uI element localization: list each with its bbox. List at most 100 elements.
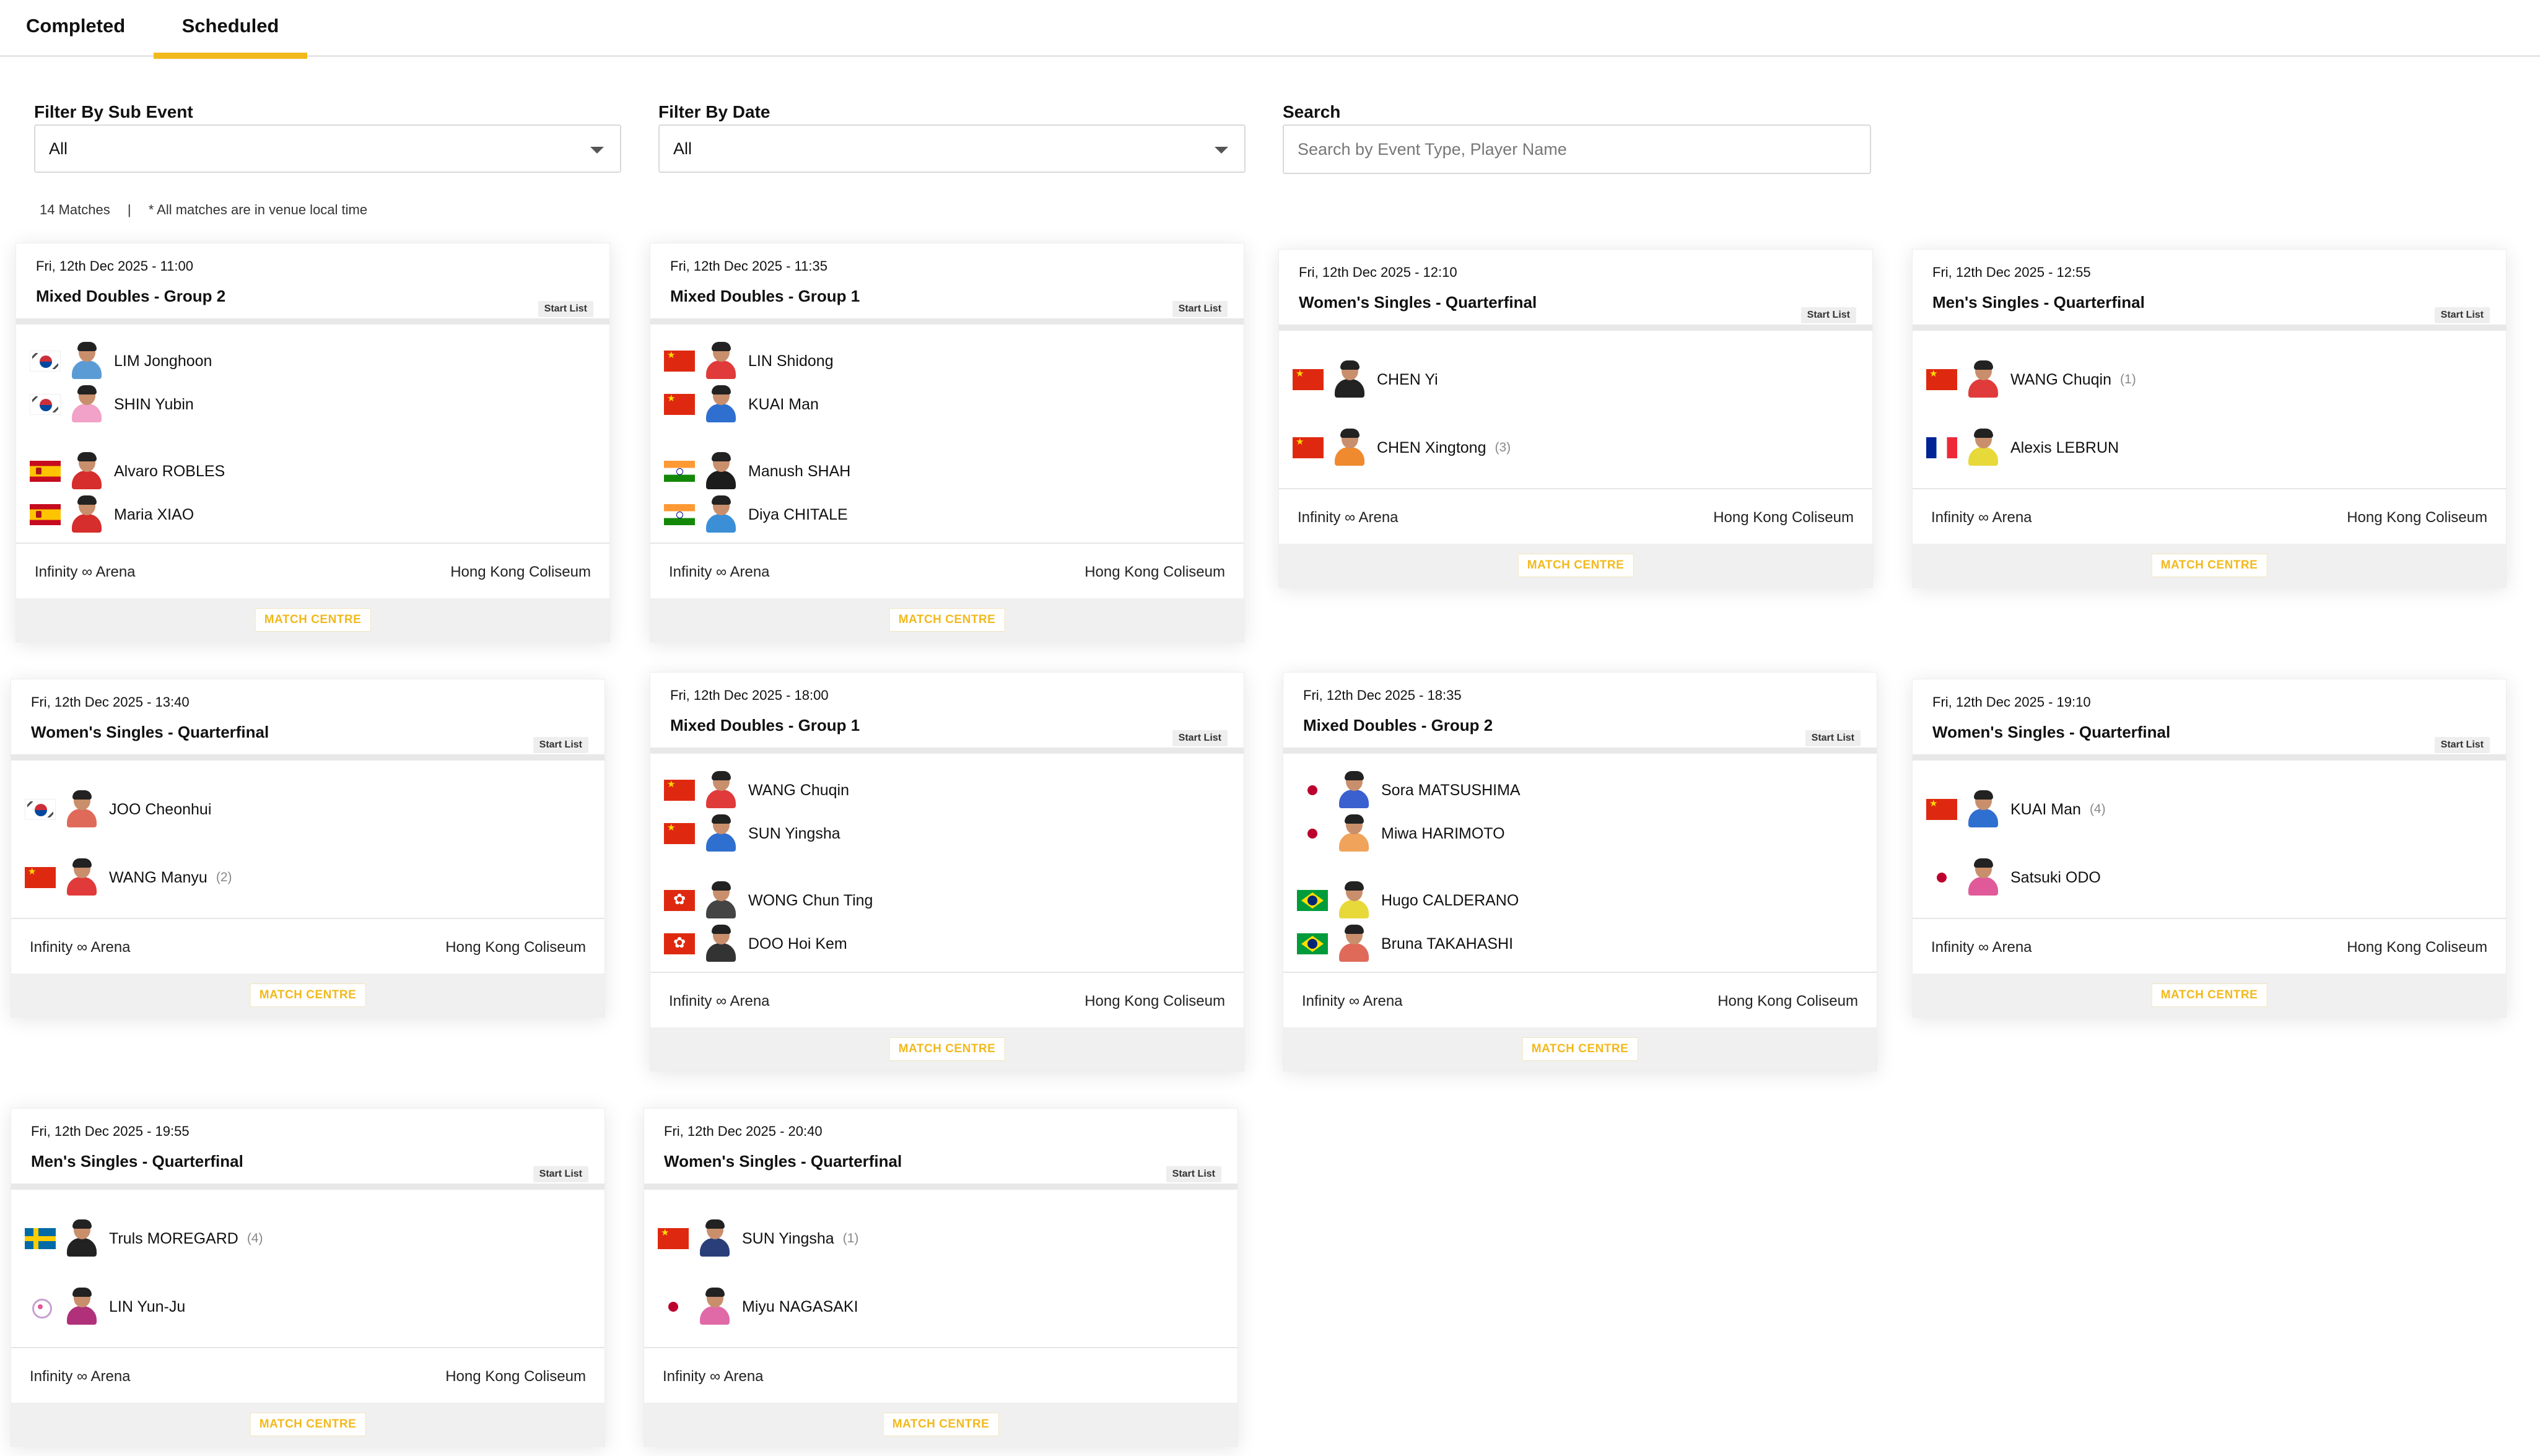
venue-arena: Infinity ∞ Arena <box>1931 509 2032 526</box>
player-row[interactable]: KUAI Man (4) <box>1913 775 2506 844</box>
match-card: Fri, 12th Dec 2025 - 20:40 Women's Singl… <box>644 1108 1238 1447</box>
flag-hk-icon <box>664 890 695 911</box>
match-centre-button[interactable]: MATCH CENTRE <box>883 1413 999 1436</box>
filter-date-select[interactable]: All <box>658 124 1246 173</box>
start-list-button[interactable]: Start List <box>1805 730 1861 746</box>
start-list-button[interactable]: Start List <box>533 737 588 753</box>
player-name: CHEN Yi <box>1377 370 1438 388</box>
start-list-button[interactable]: Start List <box>1172 730 1228 746</box>
player-row[interactable]: Alvaro ROBLES <box>16 450 609 493</box>
flag-kr-icon <box>30 351 61 372</box>
match-datetime: Fri, 12th Dec 2025 - 19:55 <box>31 1123 190 1139</box>
player-row[interactable]: WANG Chuqin (1) <box>1913 346 2506 414</box>
player-name: LIN Shidong <box>748 352 834 370</box>
player-name: Alexis LEBRUN <box>2010 438 2119 456</box>
search-label: Search <box>1283 102 1341 121</box>
flag-jp-icon <box>1297 780 1328 801</box>
match-datetime: Fri, 12th Dec 2025 - 11:35 <box>670 258 827 274</box>
player-list: LIM Jonghoon SHIN Yubin <box>16 325 609 543</box>
player-name: Satsuki ODO <box>2010 868 2101 886</box>
match-centre-button[interactable]: MATCH CENTRE <box>1517 554 1634 577</box>
search-input[interactable] <box>1284 126 1870 173</box>
player-name: Alvaro ROBLES <box>114 462 225 480</box>
match-centre-button[interactable]: MATCH CENTRE <box>889 1037 1005 1061</box>
match-card-action-bar: MATCH CENTRE <box>11 974 604 1017</box>
player-row[interactable]: SHIN Yubin <box>16 383 609 426</box>
player-row[interactable]: Manush SHAH <box>650 450 1244 493</box>
start-list-button[interactable]: Start List <box>538 301 593 317</box>
tab-completed[interactable]: Completed <box>26 15 125 57</box>
player-avatar <box>697 1288 732 1326</box>
player-avatar <box>704 881 738 920</box>
player-row[interactable]: Miyu NAGASAKI <box>644 1273 1237 1341</box>
match-card: Fri, 12th Dec 2025 - 19:55 Men's Singles… <box>11 1108 605 1447</box>
match-centre-button[interactable]: MATCH CENTRE <box>2151 983 2267 1007</box>
tab-completed-label: Completed <box>26 15 126 37</box>
match-card-header: Fri, 12th Dec 2025 - 11:35 Mixed Doubles… <box>650 243 1244 325</box>
start-list-button[interactable]: Start List <box>533 1166 588 1182</box>
player-list: KUAI Man (4) Satsuki ODO <box>1913 761 2506 918</box>
player-row[interactable]: KUAI Man <box>650 383 1244 426</box>
player-row[interactable]: SUN Yingsha <box>650 812 1244 855</box>
player-avatar <box>1966 858 2001 897</box>
player-row[interactable]: Bruna TAKAHASHI <box>1283 922 1877 966</box>
player-row[interactable]: LIN Yun-Ju <box>11 1273 604 1341</box>
tab-scheduled[interactable]: Scheduled <box>154 15 307 59</box>
player-row[interactable]: Sora MATSUSHIMA <box>1283 769 1877 812</box>
player-row[interactable]: Satsuki ODO <box>1913 844 2506 912</box>
match-card: Fri, 12th Dec 2025 - 13:40 Women's Singl… <box>11 679 605 1018</box>
player-row[interactable]: WANG Chuqin <box>650 769 1244 812</box>
player-row[interactable]: Truls MOREGARD (4) <box>11 1205 604 1273</box>
player-row[interactable]: DOO Hoi Kem <box>650 922 1244 966</box>
player-row[interactable]: Hugo CALDERANO <box>1283 879 1877 922</box>
filter-sub-event-select[interactable]: All <box>34 124 621 173</box>
player-avatar <box>64 1288 99 1326</box>
player-avatar <box>64 790 99 829</box>
player-row[interactable]: LIM Jonghoon <box>16 339 609 383</box>
start-list-button[interactable]: Start List <box>1172 301 1228 317</box>
match-centre-button[interactable]: MATCH CENTRE <box>250 983 366 1007</box>
player-row[interactable]: Maria XIAO <box>16 493 609 536</box>
start-list-button[interactable]: Start List <box>1800 307 1856 323</box>
player-row[interactable]: Alexis LEBRUN <box>1913 414 2506 482</box>
player-row[interactable]: Diya CHITALE <box>650 493 1244 536</box>
player-avatar <box>1337 814 1371 853</box>
start-list-button[interactable]: Start List <box>2434 307 2490 323</box>
player-seed: (2) <box>216 870 232 884</box>
flag-jp-icon <box>1297 823 1328 844</box>
header-divider <box>1913 754 2506 761</box>
player-list: SUN Yingsha (1) Miyu NAGASAKI <box>644 1190 1237 1347</box>
match-card: Fri, 12th Dec 2025 - 19:10 Women's Singl… <box>1912 679 2507 1018</box>
match-event: Mixed Doubles - Group 1 <box>670 287 860 305</box>
player-seed: (3) <box>1495 440 1511 455</box>
match-card-header: Fri, 12th Dec 2025 - 12:10 Women's Singl… <box>1279 250 1872 331</box>
tab-scheduled-label: Scheduled <box>181 15 279 37</box>
player-row[interactable]: CHEN Xingtong (3) <box>1279 414 1872 482</box>
match-centre-button[interactable]: MATCH CENTRE <box>1522 1037 1638 1061</box>
match-datetime: Fri, 12th Dec 2025 - 12:10 <box>1299 264 1457 280</box>
match-centre-button[interactable]: MATCH CENTRE <box>250 1413 366 1436</box>
match-centre-button[interactable]: MATCH CENTRE <box>2151 554 2267 577</box>
player-row[interactable]: LIN Shidong <box>650 339 1244 383</box>
match-centre-button[interactable]: MATCH CENTRE <box>889 608 1005 632</box>
filter-sub-event-label: Filter By Sub Event <box>34 102 193 121</box>
player-row[interactable]: WANG Manyu (2) <box>11 844 604 912</box>
match-centre-button[interactable]: MATCH CENTRE <box>255 608 371 632</box>
player-row[interactable]: CHEN Yi <box>1279 346 1872 414</box>
match-datetime: Fri, 12th Dec 2025 - 11:00 <box>36 258 193 274</box>
player-row[interactable]: SUN Yingsha (1) <box>644 1205 1237 1273</box>
match-venue-row: Infinity ∞ Arena Hong Kong Coliseum <box>1279 488 1872 544</box>
player-row[interactable]: JOO Cheonhui <box>11 775 604 844</box>
flag-hk-icon <box>664 933 695 954</box>
start-list-button[interactable]: Start List <box>1166 1166 1221 1182</box>
player-row[interactable]: Miwa HARIMOTO <box>1283 812 1877 855</box>
match-venue-row: Infinity ∞ Arena Hong Kong Coliseum <box>650 972 1244 1027</box>
player-avatar <box>64 1219 99 1258</box>
player-name: Diya CHITALE <box>748 505 848 523</box>
flag-in-icon <box>664 504 695 525</box>
player-name: LIM Jonghoon <box>114 352 212 370</box>
player-row[interactable]: WONG Chun Ting <box>650 879 1244 922</box>
start-list-button[interactable]: Start List <box>2434 737 2490 753</box>
match-card-action-bar: MATCH CENTRE <box>11 1403 604 1446</box>
flag-cn-icon <box>658 1227 689 1249</box>
